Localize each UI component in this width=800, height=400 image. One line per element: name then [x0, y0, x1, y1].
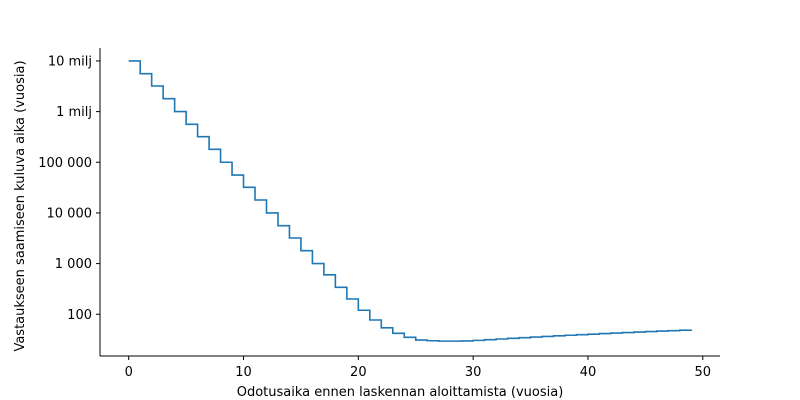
- y-tick-label: 10 milj: [48, 54, 92, 69]
- x-tick-label: 20: [350, 365, 367, 380]
- y-tick-label: 1 000: [55, 257, 92, 272]
- x-tick-label: 50: [695, 365, 712, 380]
- x-tick-label: 40: [580, 365, 597, 380]
- x-tick-label: 10: [235, 365, 252, 380]
- x-tick-label: 30: [465, 365, 482, 380]
- y-tick-label: 1 milj: [56, 105, 92, 120]
- x-axis-label: Odotusaika ennen laskennan aloittamista …: [237, 385, 564, 400]
- y-axis-label: Vastaukseen saamiseen kuluva aika (vuosi…: [13, 60, 28, 351]
- y-tick-label: 100 000: [38, 156, 92, 171]
- y-tick-label: 10 000: [47, 206, 93, 221]
- plot-area: [128, 60, 693, 342]
- series-line: [128, 60, 693, 342]
- y-ticks: 100 1 000 10 000 100 000 1 milj 10 milj: [38, 54, 100, 323]
- y-tick-label: 100: [67, 308, 92, 323]
- x-tick-label: 0: [125, 365, 133, 380]
- x-ticks: 0 10 20 30 40 50: [125, 356, 711, 380]
